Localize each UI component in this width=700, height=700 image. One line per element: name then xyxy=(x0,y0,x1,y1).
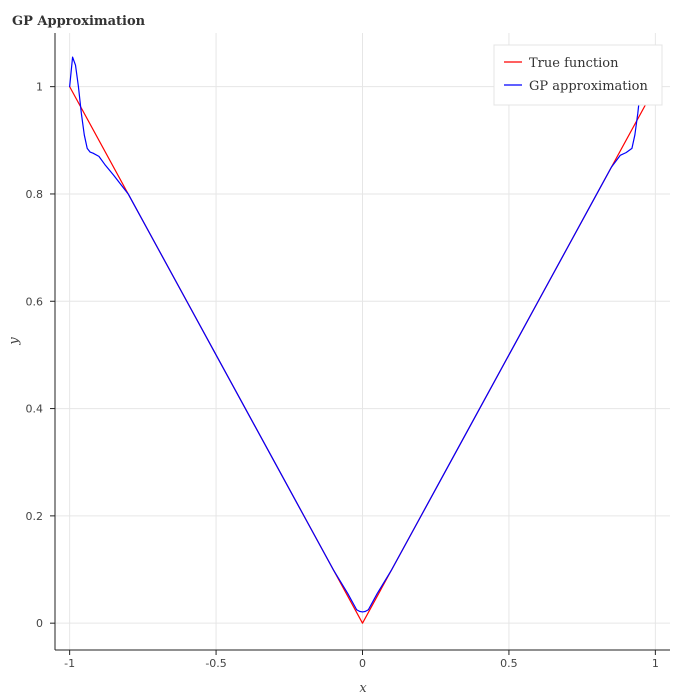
x-tick-label-neg0p5: -0.5 xyxy=(205,657,226,670)
legend-box xyxy=(493,44,663,106)
legend: True function GP approximation xyxy=(493,44,663,106)
x-axis-label: x xyxy=(359,681,367,696)
y-axis-ticks: 0 0.2 0.4 0.6 0.8 1 xyxy=(26,81,55,630)
series-line-gp-approximation xyxy=(69,56,651,613)
series-layer xyxy=(69,56,656,624)
legend-label-gp-approximation: GP approximation xyxy=(529,79,648,94)
y-tick-label-0p4: 0.4 xyxy=(26,403,44,416)
y-axis-label: y xyxy=(7,337,22,346)
legend-label-true-function: True function xyxy=(529,56,619,71)
y-tick-label-0: 0 xyxy=(36,617,43,630)
y-tick-label-0p6: 0.6 xyxy=(26,295,44,308)
x-tick-label-neg1: -1 xyxy=(64,657,75,670)
y-tick-label-1: 1 xyxy=(36,81,43,94)
chart-title: GP Approximation xyxy=(12,14,146,29)
x-tick-label-0: 0 xyxy=(359,657,366,670)
x-tick-label-0p5: 0.5 xyxy=(500,657,518,670)
x-axis-ticks: -1 -0.5 0 0.5 1 xyxy=(64,650,659,670)
y-tick-label-0p2: 0.2 xyxy=(26,510,44,523)
y-tick-label-0p8: 0.8 xyxy=(26,188,44,201)
x-tick-label-1: 1 xyxy=(652,657,659,670)
